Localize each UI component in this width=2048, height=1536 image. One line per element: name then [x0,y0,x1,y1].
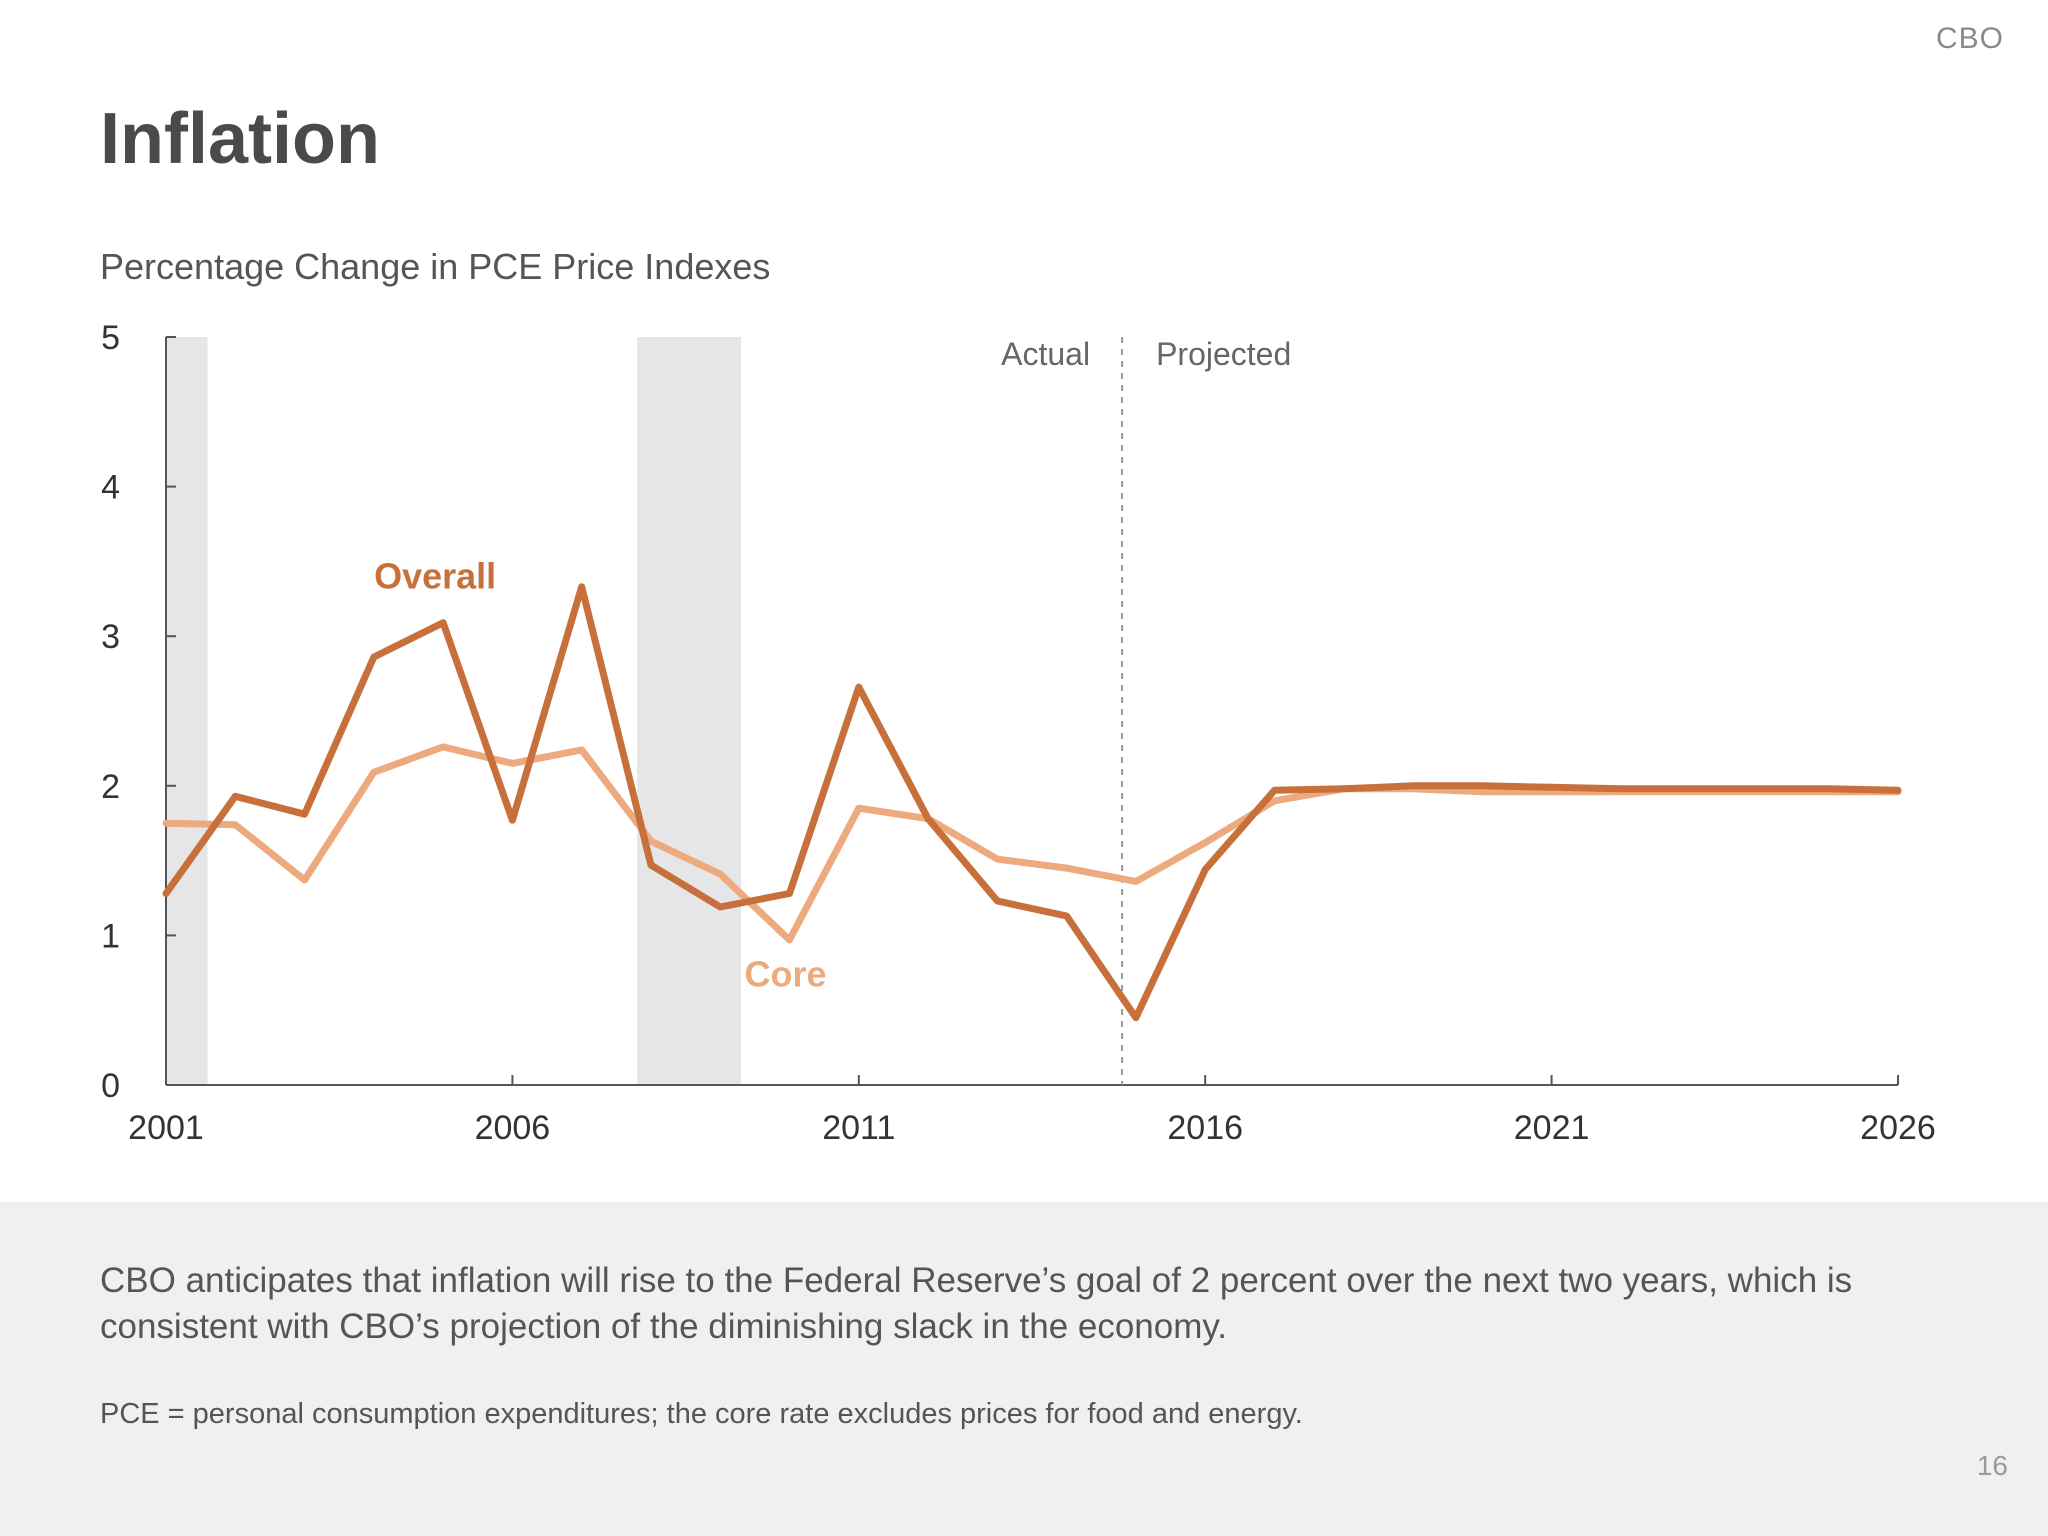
y-tick-label-5: 5 [101,319,120,357]
x-tick-label-2026: 2026 [1860,1109,1936,1147]
page-number: 16 [1976,1450,2008,1481]
footnote: PCE = personal consumption expenditures;… [100,1398,1303,1430]
brand-mark: CBO [1935,22,2004,55]
y-tick-label-1: 1 [101,917,120,955]
y-tick-label-2: 2 [101,768,120,806]
actual-projected-divider: Actual Projected [1001,336,1291,1085]
footer-panel: CBO anticipates that inflation will rise… [0,1202,2048,1536]
x-tick-label-2001: 2001 [128,1109,204,1147]
series-label-core: Core [745,953,827,994]
summary-text: CBO anticipates that inflation will rise… [100,1261,1853,1346]
x-tick-label-2006: 2006 [475,1109,551,1147]
series-line-overall [162,583,1902,1022]
y-tick-label-0: 0 [101,1067,120,1105]
chart-series [162,583,1902,1022]
y-tick-label-4: 4 [101,469,120,507]
inflation-chart: 0 1 2 3 4 5 2001 2006 2011 2016 2021 2026 Actual Pro… [101,319,1936,1147]
recession-band-1 [166,337,208,1085]
recession-shading [166,337,742,1085]
series-label-overall: Overall [374,555,496,596]
x-tick-label-2016: 2016 [1167,1109,1243,1147]
chart-labels: Core Overall [374,555,826,994]
x-tick-label-2021: 2021 [1514,1109,1590,1147]
y-tick-label-3: 3 [101,618,120,656]
page-title: Inflation [100,99,380,179]
recession-band-2 [637,337,742,1085]
chart-axes: 0 1 2 3 4 5 2001 2006 2011 2016 2021 2026 [101,319,1936,1147]
actual-label: Actual [1001,336,1090,372]
chart-title: Percentage Change in PCE Price Indexes [100,246,771,287]
x-tick-label-2011: 2011 [822,1109,895,1147]
projected-label: Projected [1156,336,1291,372]
